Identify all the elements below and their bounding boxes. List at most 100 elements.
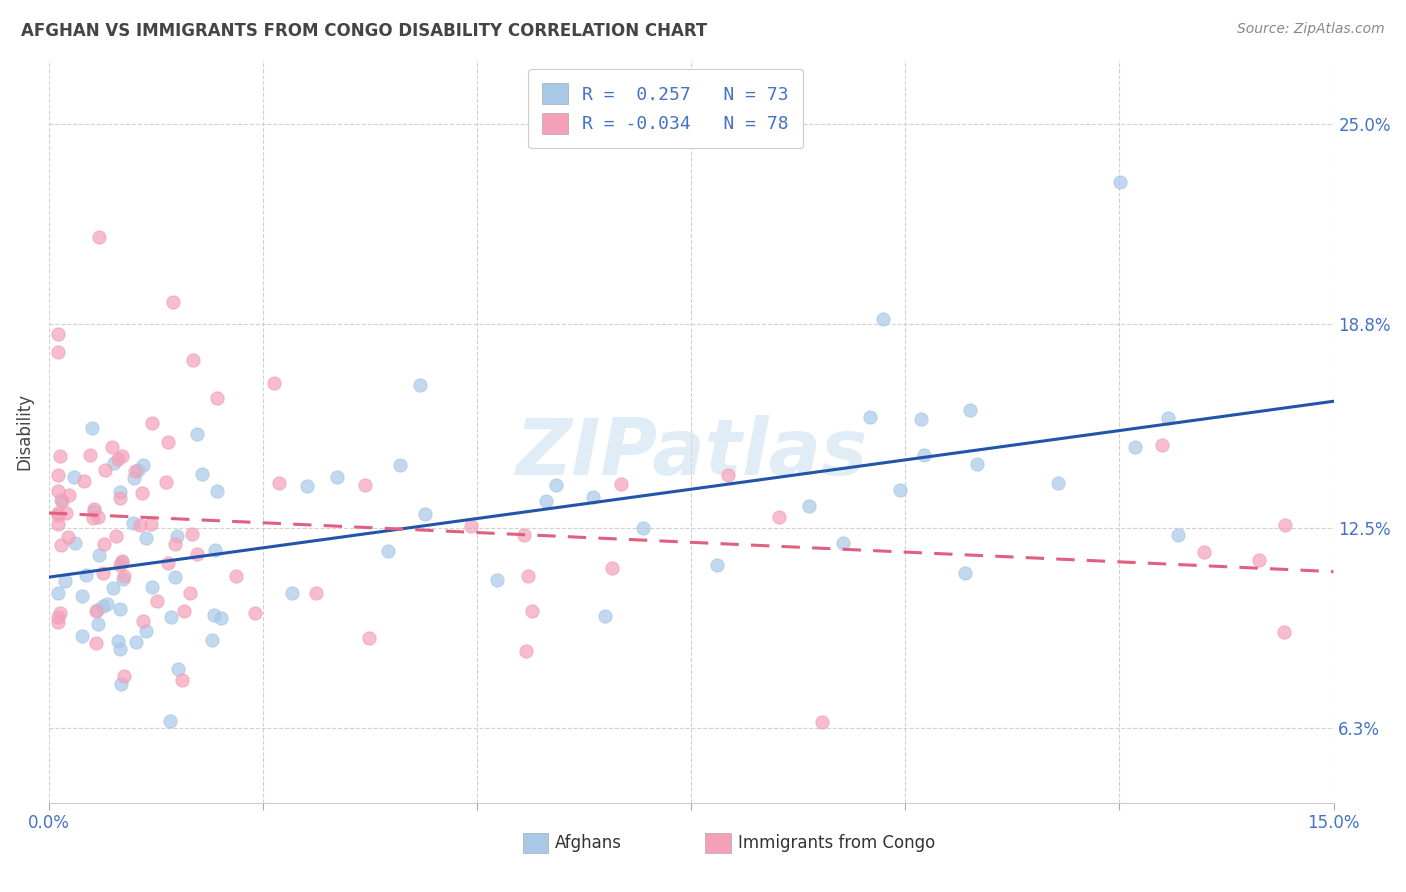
Point bbox=[125, 634, 148, 648]
Point bbox=[408, 378, 430, 392]
Point bbox=[58, 530, 80, 544]
Point bbox=[377, 544, 399, 558]
Point bbox=[912, 448, 935, 462]
Text: AFGHAN VS IMMIGRANTS FROM CONGO DISABILITY CORRELATION CHART: AFGHAN VS IMMIGRANTS FROM CONGO DISABILI… bbox=[21, 22, 707, 40]
Point bbox=[610, 477, 633, 491]
Point bbox=[91, 566, 114, 581]
Point bbox=[201, 632, 224, 647]
Point bbox=[49, 538, 72, 552]
Point bbox=[127, 463, 149, 477]
Point bbox=[460, 519, 482, 533]
Point bbox=[179, 586, 201, 600]
Text: ZIPatlas: ZIPatlas bbox=[515, 416, 868, 491]
Point bbox=[633, 521, 655, 535]
Point bbox=[269, 476, 291, 491]
Point bbox=[225, 568, 247, 582]
Point bbox=[112, 568, 135, 582]
Point bbox=[831, 536, 853, 550]
Point bbox=[104, 529, 127, 543]
Point bbox=[135, 532, 157, 546]
Point bbox=[111, 450, 134, 464]
Point bbox=[204, 543, 226, 558]
Point bbox=[243, 606, 266, 620]
Point bbox=[600, 561, 623, 575]
Point bbox=[83, 504, 105, 518]
Point bbox=[83, 502, 105, 516]
Point bbox=[202, 607, 225, 622]
Point bbox=[389, 458, 412, 472]
Point bbox=[486, 573, 509, 587]
Point bbox=[953, 566, 976, 580]
Point bbox=[46, 506, 69, 520]
Point bbox=[112, 669, 135, 683]
Point bbox=[325, 470, 347, 484]
Point bbox=[359, 632, 381, 646]
Point bbox=[1046, 476, 1069, 491]
Point bbox=[205, 391, 228, 405]
Point bbox=[156, 435, 179, 450]
Point bbox=[209, 611, 232, 625]
Point bbox=[87, 230, 110, 244]
Point bbox=[163, 537, 186, 551]
Point bbox=[515, 643, 537, 657]
Point bbox=[87, 617, 110, 632]
Point bbox=[205, 483, 228, 498]
Point bbox=[186, 426, 208, 441]
Point bbox=[46, 517, 69, 532]
Point bbox=[124, 464, 146, 478]
Point bbox=[1274, 517, 1296, 532]
Point bbox=[128, 518, 150, 533]
Text: Source: ZipAtlas.com: Source: ZipAtlas.com bbox=[1237, 22, 1385, 37]
Point bbox=[582, 491, 605, 505]
Point bbox=[157, 556, 180, 570]
Point bbox=[51, 493, 73, 508]
Point bbox=[160, 610, 183, 624]
Point bbox=[63, 536, 86, 550]
Point bbox=[58, 488, 80, 502]
Point bbox=[122, 471, 145, 485]
Point bbox=[1125, 441, 1147, 455]
Point bbox=[281, 586, 304, 600]
Point bbox=[183, 353, 205, 368]
Point bbox=[910, 412, 932, 426]
Point bbox=[112, 572, 135, 586]
Point bbox=[72, 629, 94, 643]
Point bbox=[111, 555, 134, 569]
Point bbox=[706, 558, 728, 573]
Point bbox=[173, 604, 195, 618]
Point bbox=[167, 662, 190, 676]
Point bbox=[141, 580, 163, 594]
Point bbox=[100, 441, 122, 455]
Point bbox=[1194, 545, 1216, 559]
Point bbox=[546, 477, 568, 491]
Point bbox=[46, 327, 69, 342]
Point bbox=[186, 547, 208, 561]
Point bbox=[146, 594, 169, 608]
Point bbox=[872, 312, 894, 326]
Point bbox=[87, 510, 110, 524]
Point bbox=[46, 483, 69, 498]
Point bbox=[162, 294, 184, 309]
Point bbox=[132, 458, 155, 473]
Point bbox=[1157, 410, 1180, 425]
Point bbox=[101, 581, 124, 595]
Point bbox=[103, 456, 125, 470]
Point bbox=[108, 558, 131, 572]
Point bbox=[51, 493, 73, 508]
Point bbox=[520, 604, 543, 618]
Point bbox=[49, 449, 72, 463]
Point bbox=[966, 457, 988, 471]
Point bbox=[1108, 175, 1130, 189]
Point bbox=[73, 474, 96, 488]
Point bbox=[108, 484, 131, 499]
Point bbox=[132, 614, 155, 628]
Point bbox=[53, 574, 76, 588]
Y-axis label: Disability: Disability bbox=[15, 392, 32, 470]
Point bbox=[517, 569, 540, 583]
Point bbox=[263, 376, 285, 390]
Point bbox=[62, 470, 84, 484]
Point bbox=[1249, 552, 1271, 566]
Point bbox=[139, 516, 162, 531]
Point bbox=[859, 410, 882, 425]
Point bbox=[170, 673, 193, 687]
